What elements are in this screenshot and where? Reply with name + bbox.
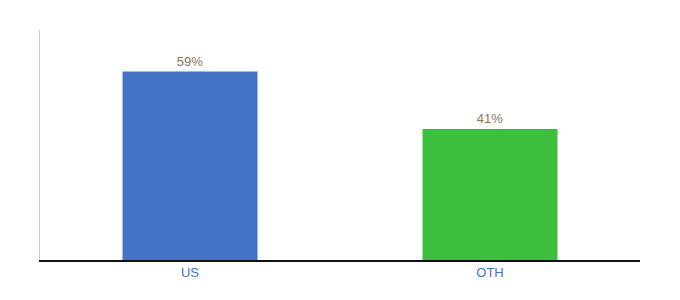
svg-text:OTH: OTH: [476, 265, 503, 280]
svg-text:US: US: [181, 265, 199, 280]
svg-text:59%: 59%: [177, 54, 203, 69]
svg-text:41%: 41%: [477, 111, 503, 126]
